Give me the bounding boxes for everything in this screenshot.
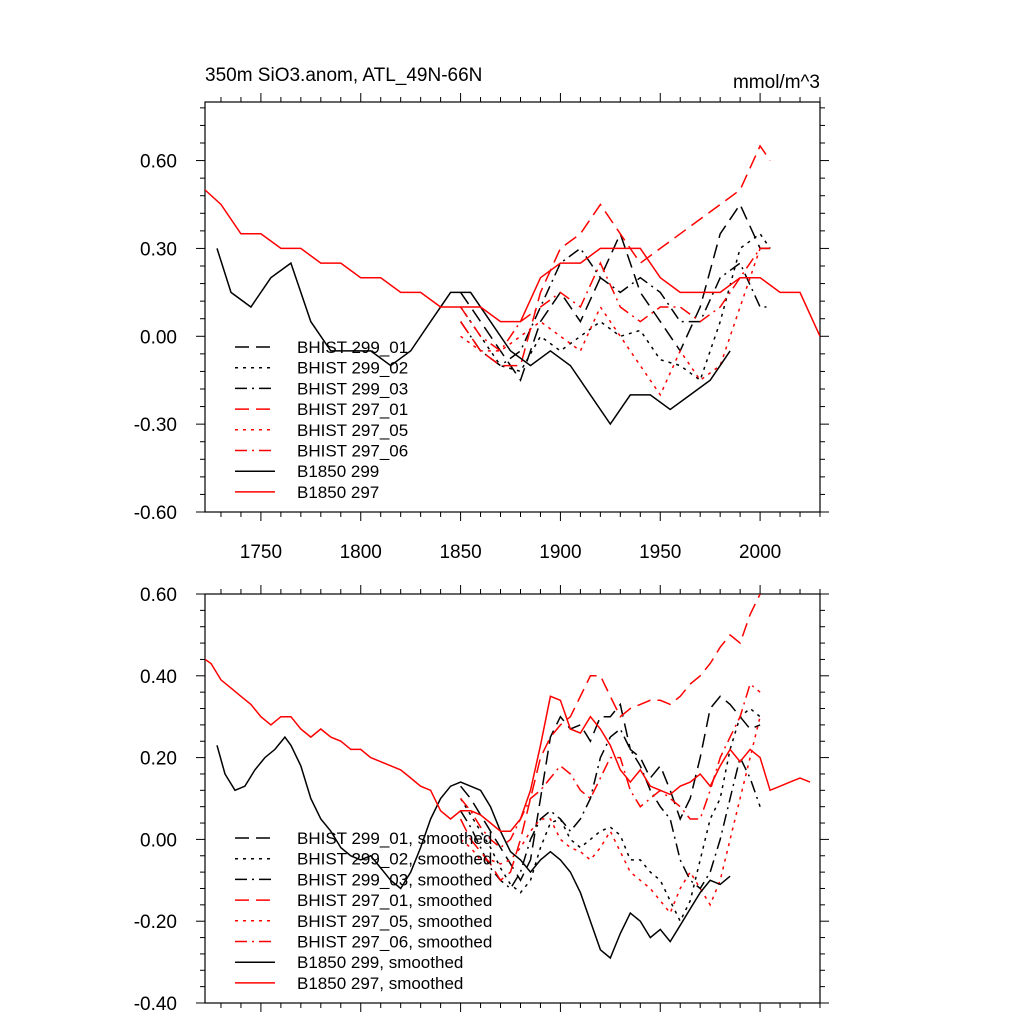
y-tick-label: -0.40 (134, 994, 177, 1015)
y-tick-label: -0.30 (134, 415, 177, 436)
plot-frame (204, 593, 821, 1004)
legend-label: B1850 299 (297, 462, 379, 481)
legend-label: BHIST 297_05, smoothed (297, 912, 492, 931)
y-tick-label: 0.30 (140, 239, 177, 260)
series-line-4 (459, 594, 761, 882)
series-line-7 (216, 248, 731, 426)
y-tick-label: 0.60 (140, 585, 177, 606)
y-tick-label: 0.60 (140, 152, 177, 173)
x-tick-label: 1900 (539, 542, 581, 563)
x-tick-label: 1850 (439, 542, 481, 563)
legend-label: BHIST 299_01, smoothed (297, 829, 492, 848)
legend-label: BHIST 299_02 (297, 359, 408, 378)
x-tick-label: 1800 (340, 542, 382, 563)
legend-label: BHIST 299_01 (297, 338, 408, 357)
y-tick-label: -0.20 (134, 912, 177, 933)
y-tick-label: 0.20 (140, 749, 177, 770)
series-line-8 (205, 189, 820, 337)
series-line-3 (459, 247, 771, 367)
legend-label: B1850 299, smoothed (297, 953, 463, 972)
series-line-5 (460, 716, 761, 915)
legend-label: BHIST 299_02, smoothed (297, 850, 492, 869)
legend-label: BHIST 299_03 (297, 379, 408, 398)
series-line-8 (205, 658, 811, 832)
series-group (205, 144, 820, 426)
legend-label: B1850 297, smoothed (297, 974, 463, 993)
legend-label: BHIST 297_01 (297, 400, 408, 419)
y-tick-label: 0.40 (140, 667, 177, 688)
chart-panel-1: 1750 1800 1850 1900 1950 2000 -0.60 -0.30 0.00 0.… (134, 65, 829, 563)
series-group (205, 594, 811, 960)
series-line-3 (459, 727, 761, 890)
x-tick-label: 1950 (639, 542, 681, 563)
series-line-2 (459, 232, 771, 382)
legend-label: BHIST 297_06 (297, 442, 408, 461)
series-line-1 (459, 202, 771, 382)
units-label: mmol/m^3 (733, 72, 820, 93)
x-tick-label: 1750 (240, 542, 282, 563)
legend-label: BHIST 299_03, smoothed (297, 870, 492, 889)
y-tick-label: -0.60 (134, 503, 177, 524)
series-line-7 (216, 735, 731, 960)
series-line-6 (460, 682, 761, 849)
series-line-2 (459, 707, 761, 923)
series-line-4 (459, 144, 771, 367)
y-tick-label: 0.00 (140, 830, 177, 851)
plot-frame (204, 101, 821, 513)
x-tick-label: 2000 (739, 542, 781, 563)
chart-title: 350m SiO3.anom, ATL_49N-66N (205, 65, 482, 86)
legend-label: BHIST 297_01, smoothed (297, 891, 492, 910)
series-line-1 (460, 695, 761, 882)
legend-label: BHIST 297_06, smoothed (297, 933, 492, 952)
legend-label: BHIST 297_05 (297, 421, 408, 440)
chart-panel-2: -0.40 -0.20 0.00 0.20 0.40 0.60 BHIST 299_01, … (134, 585, 829, 1015)
legend: BHIST 299_01, smoothed BHIST 299_02, smoo… (235, 829, 492, 993)
y-tick-label: 0.00 (140, 327, 177, 348)
legend-label: B1850 297 (297, 483, 379, 502)
series-line-6 (459, 247, 771, 352)
